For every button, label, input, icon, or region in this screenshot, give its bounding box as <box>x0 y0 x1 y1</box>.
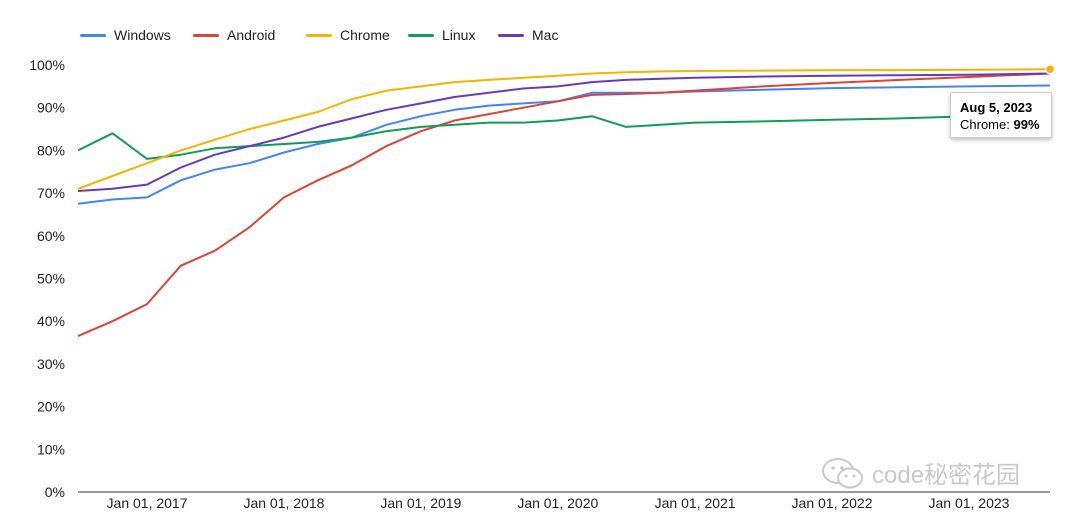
legend-swatch <box>306 33 332 37</box>
x-tick-label: Jan 01, 2021 <box>655 495 736 511</box>
y-tick-label: 10% <box>37 441 65 457</box>
legend-item-windows[interactable]: Windows <box>80 26 171 44</box>
tooltip-value-line: Chrome: 99% <box>960 117 1040 132</box>
x-tick-label: Jan 01, 2022 <box>792 495 873 511</box>
legend-item-android[interactable]: Android <box>193 26 275 44</box>
tooltip: Aug 5, 2023 Chrome: 99% <box>950 92 1052 138</box>
tooltip-date: Aug 5, 2023 <box>960 100 1033 115</box>
series-line-windows <box>77 84 1051 205</box>
x-tick-label: Jan 01, 2020 <box>517 495 598 511</box>
series-line-chrome <box>77 68 1051 190</box>
series-lines <box>77 68 1051 338</box>
y-tick-label: 50% <box>37 271 65 287</box>
series-line-mac <box>77 72 1051 192</box>
x-axis-ticks: Jan 01, 2017 Jan 01, 2018 Jan 01, 2019 Jan … <box>107 495 1010 511</box>
y-axis-ticks: 0% 10% 20% 30% 40% 50% 60% 70% 80% 90% 100% <box>29 57 65 500</box>
tooltip-value: 99% <box>1013 117 1040 132</box>
legend-label: Android <box>227 27 276 43</box>
legend-swatch <box>498 33 524 37</box>
legend-item-chrome[interactable]: Chrome <box>306 26 390 44</box>
y-tick-label: 30% <box>37 356 65 372</box>
legend-swatch <box>193 33 219 37</box>
y-tick-label: 40% <box>37 313 65 329</box>
legend-item-linux[interactable]: Linux <box>408 26 475 44</box>
x-tick-label: Jan 01, 2017 <box>107 495 188 511</box>
watermark: code秘密花园 <box>820 455 1020 490</box>
legend-swatch <box>408 33 434 37</box>
legend-label: Chrome <box>340 27 390 43</box>
y-tick-label: 80% <box>37 142 65 158</box>
tooltip-series: Chrome <box>960 117 1007 132</box>
x-tick-label: Jan 01, 2018 <box>243 495 324 511</box>
x-tick-label: Jan 01, 2019 <box>380 495 461 511</box>
watermark-text: code秘密花园 <box>872 462 1021 489</box>
highlight-point <box>1044 64 1056 75</box>
y-tick-label: 90% <box>37 100 65 116</box>
wechat-icon <box>822 457 863 488</box>
legend-swatch <box>80 33 106 37</box>
x-tick-label: Jan 01, 2023 <box>928 495 1009 511</box>
legend-item-mac[interactable]: Mac <box>498 26 558 44</box>
y-tick-label: 100% <box>29 57 65 73</box>
legend-label: Linux <box>442 27 476 43</box>
tooltip-highlight <box>1044 64 1056 75</box>
y-tick-label: 0% <box>45 484 65 500</box>
y-tick-label: 20% <box>37 399 65 415</box>
series-line-android <box>77 72 1051 338</box>
y-tick-label: 60% <box>37 228 65 244</box>
y-tick-label: 70% <box>37 185 65 201</box>
series-line-linux <box>77 111 1051 160</box>
legend-label: Windows <box>114 27 171 43</box>
legend-label: Mac <box>532 27 559 43</box>
